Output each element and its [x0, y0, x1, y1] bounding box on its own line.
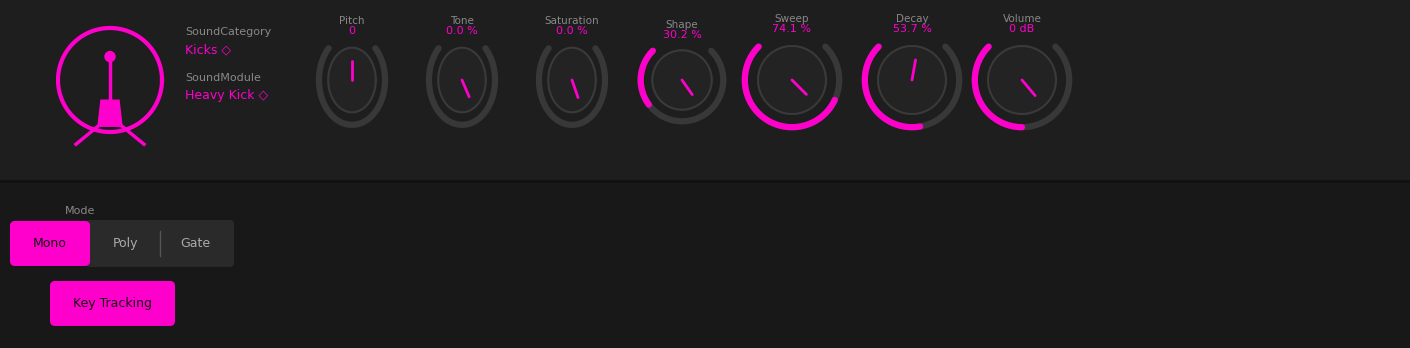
- Polygon shape: [439, 48, 486, 112]
- Text: Saturation: Saturation: [544, 16, 599, 26]
- FancyBboxPatch shape: [0, 181, 1410, 348]
- Polygon shape: [329, 48, 376, 112]
- Text: Shape: Shape: [666, 20, 698, 30]
- Polygon shape: [653, 50, 712, 110]
- Polygon shape: [988, 46, 1056, 114]
- Text: Gate: Gate: [180, 237, 210, 250]
- Text: 0.0 %: 0.0 %: [556, 26, 588, 36]
- Text: Poly: Poly: [113, 237, 138, 250]
- Text: Heavy Kick ◇: Heavy Kick ◇: [185, 89, 268, 103]
- Polygon shape: [878, 46, 946, 114]
- Circle shape: [104, 52, 116, 62]
- Text: 0 dB: 0 dB: [1010, 24, 1035, 34]
- Text: 30.2 %: 30.2 %: [663, 30, 701, 40]
- Text: 74.1 %: 74.1 %: [773, 24, 812, 34]
- Text: Mono: Mono: [32, 237, 66, 250]
- Text: Tone: Tone: [450, 16, 474, 26]
- Text: SoundCategory: SoundCategory: [185, 27, 271, 37]
- Text: SoundModule: SoundModule: [185, 73, 261, 83]
- Text: Kicks ◇: Kicks ◇: [185, 44, 231, 56]
- FancyBboxPatch shape: [49, 281, 175, 326]
- Text: 0: 0: [348, 26, 355, 36]
- Text: Mode: Mode: [65, 206, 96, 216]
- Text: 53.7 %: 53.7 %: [893, 24, 932, 34]
- Text: Decay: Decay: [895, 14, 928, 24]
- Polygon shape: [548, 48, 596, 112]
- Text: Key Tracking: Key Tracking: [73, 297, 152, 310]
- FancyBboxPatch shape: [11, 222, 89, 265]
- Text: Volume: Volume: [1003, 14, 1042, 24]
- Polygon shape: [99, 100, 123, 126]
- Polygon shape: [759, 46, 826, 114]
- Text: Sweep: Sweep: [774, 14, 809, 24]
- Text: Pitch: Pitch: [340, 16, 365, 26]
- Text: 0.0 %: 0.0 %: [446, 26, 478, 36]
- FancyBboxPatch shape: [86, 220, 234, 267]
